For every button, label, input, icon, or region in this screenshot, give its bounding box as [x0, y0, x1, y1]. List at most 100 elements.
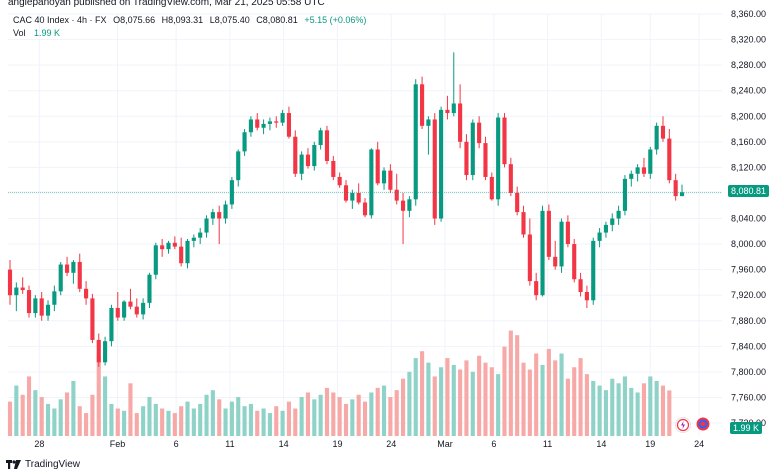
candle-body	[204, 218, 209, 233]
volume-bar	[464, 360, 469, 436]
publish-info: anglepanoyan published on TradingView.co…	[8, 0, 325, 8]
price-tick-label: 8,000.00	[731, 239, 766, 249]
volume-bar	[439, 367, 444, 436]
candle-body	[572, 244, 577, 280]
candle-body	[496, 117, 501, 200]
candle-body	[141, 302, 146, 315]
volume-bar	[496, 374, 501, 436]
candle-body	[210, 212, 215, 219]
time-tick-label: 11	[225, 439, 234, 449]
candle-body	[217, 212, 222, 219]
last-price-badge: 8,080.81	[728, 185, 770, 198]
candle-body	[635, 167, 640, 174]
volume-bar	[160, 408, 165, 436]
candle-body	[629, 173, 634, 179]
volume-bar	[515, 335, 520, 436]
candle-body	[578, 279, 583, 292]
candle-body	[641, 167, 647, 174]
volume-bar	[527, 369, 532, 436]
volume-bar	[299, 397, 304, 436]
candle-body	[679, 192, 685, 197]
candle-body	[420, 84, 425, 126]
price-tick-label: 8,200.00	[731, 111, 766, 121]
brand-name[interactable]: TradingView	[25, 459, 81, 470]
volume-value: 1.99 K	[34, 28, 61, 38]
volume-bar	[305, 392, 311, 436]
time-tick-label: 6	[491, 439, 496, 449]
candle-body	[603, 224, 608, 233]
volume-bar	[591, 381, 596, 436]
volume-bar	[103, 376, 108, 436]
volume-bar	[553, 360, 558, 436]
candle-body	[477, 122, 482, 144]
target-icon[interactable]	[696, 417, 710, 431]
candle-body	[350, 192, 355, 201]
candle-body	[343, 185, 349, 201]
candle-body	[464, 141, 469, 176]
candle-body	[39, 298, 44, 316]
candle-body	[255, 119, 260, 128]
candle-body	[508, 164, 513, 193]
chart-grid	[8, 13, 722, 436]
time-tick-label: 14	[596, 439, 606, 449]
candle-body	[584, 291, 589, 301]
volume-bar	[14, 385, 19, 436]
candle-body	[546, 210, 551, 257]
volume-bar	[559, 353, 564, 436]
candle-body	[191, 237, 196, 241]
volume-bar	[572, 367, 577, 436]
candle-body	[147, 274, 152, 303]
candle-body	[324, 130, 330, 161]
volume-bar	[267, 413, 272, 436]
candle-body	[77, 261, 82, 289]
last-volume-badge: 1.99 K	[730, 422, 763, 434]
candle-body	[597, 232, 602, 241]
candle-body	[198, 232, 203, 238]
volume-bar	[236, 397, 241, 436]
price-tick-label: 8,320.00	[731, 35, 766, 45]
volume-bar	[654, 381, 659, 436]
volume-bar	[39, 397, 44, 436]
volume-bar	[426, 362, 431, 436]
time-tick-label: Feb	[110, 439, 126, 449]
candle-body	[616, 210, 621, 219]
volume-bar	[641, 383, 647, 436]
candle-body	[470, 122, 475, 176]
candle-body	[502, 117, 507, 165]
candle-body	[242, 132, 247, 152]
candles	[7, 52, 685, 367]
candle-body	[591, 240, 596, 301]
volume-bar	[648, 376, 653, 436]
volume-bar	[502, 346, 507, 436]
volume-bar	[261, 408, 266, 436]
volume-bar	[470, 371, 475, 436]
volume-bar	[413, 358, 418, 436]
candle-body	[267, 121, 272, 124]
symbol-label[interactable]: CAC 40 Index · 4h · FX	[13, 15, 107, 25]
volume-bar	[584, 374, 589, 436]
candle-body	[394, 189, 399, 201]
volume-bar	[331, 392, 336, 436]
candle-body	[52, 291, 57, 305]
candle-body	[45, 304, 51, 316]
price-tick-label: 7,960.00	[731, 265, 766, 275]
low-value: L8,075.40	[209, 15, 250, 25]
candle-body	[229, 180, 234, 205]
volume-bar	[477, 355, 482, 436]
volume-bar	[445, 358, 450, 436]
price-axis: 8,360.00 8,320.00 8,280.00 8,240.00 8,200.00…	[731, 9, 766, 428]
volume-bar	[381, 385, 387, 436]
price-tick-label: 7,800.00	[731, 367, 766, 377]
candle-body	[274, 121, 279, 123]
candle-body	[356, 192, 361, 203]
candle-body	[71, 261, 76, 273]
volume-bar	[312, 399, 317, 436]
volume-label[interactable]: Vol	[13, 28, 26, 38]
candle-body	[185, 240, 190, 264]
time-tick-label: 19	[645, 439, 655, 449]
lightning-icon[interactable]	[675, 417, 691, 433]
price-tick-label: 8,240.00	[731, 86, 766, 96]
volume-bar	[77, 406, 82, 436]
volume-bar	[616, 383, 621, 436]
